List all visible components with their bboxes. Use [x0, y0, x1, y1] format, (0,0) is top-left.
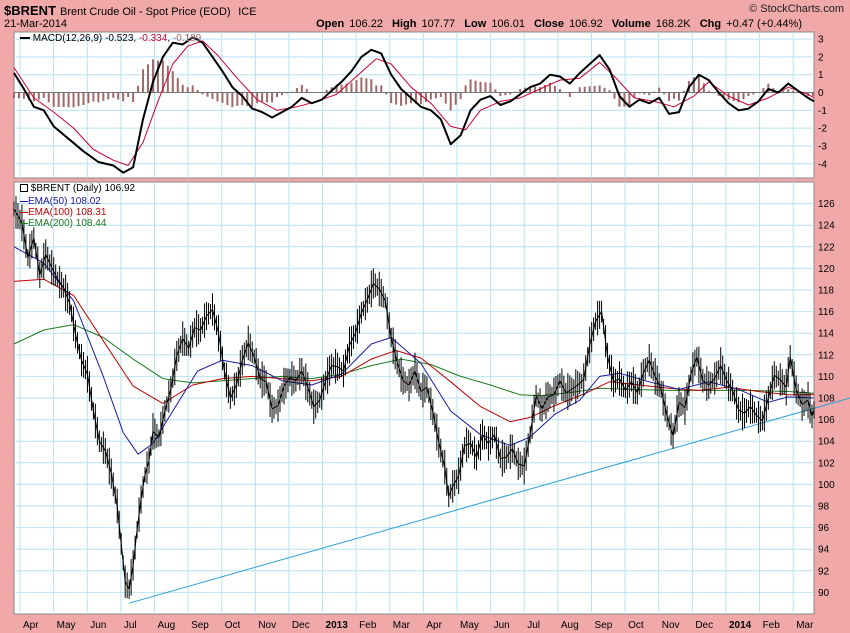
ema100-legend: EMA(100) 108.31: [20, 207, 106, 218]
macd-y-tick-label: 2: [818, 52, 824, 63]
ema200-swatch: [20, 222, 28, 224]
price-y-tick-label: 102: [818, 458, 835, 469]
price-y-tick-label: 90: [818, 588, 830, 599]
price-y-tick-label: 124: [818, 221, 835, 232]
ema50-swatch: [20, 200, 28, 202]
close-label: Close: [534, 18, 564, 30]
price-y-tick-label: 122: [818, 242, 835, 253]
price-y-tick-label: 98: [818, 502, 830, 513]
trendline: [128, 397, 850, 604]
macd-signal-value: -0.334: [138, 33, 168, 44]
x-tick-label: Jun: [494, 620, 510, 631]
price-legend: $BRENT (Daily) 106.92: [20, 183, 135, 194]
x-tick-label: Mar: [796, 620, 814, 631]
x-tick-label: Nov: [258, 620, 276, 631]
chart-title: $BRENT Brent Crude Oil - Spot Price (EOD)…: [4, 3, 257, 18]
macd-y-tick-label: 3: [818, 35, 824, 46]
macd-value: -0.523: [105, 33, 134, 44]
credit: © StockCharts.com: [749, 3, 844, 15]
x-tick-label: Dec: [695, 620, 713, 631]
x-tick-label: Jul: [527, 620, 540, 631]
high-label: High: [392, 18, 417, 30]
chg-label: Chg: [699, 18, 722, 30]
x-tick-label: May: [57, 620, 76, 631]
macd-y-tick-label: -1: [818, 106, 827, 117]
open-value: 106.22: [349, 18, 383, 30]
macd-y-tick-label: -3: [818, 141, 827, 152]
price-line: [13, 208, 815, 590]
price-y-tick-label: 118: [818, 286, 834, 297]
x-tick-label: Feb: [763, 620, 781, 631]
ema100-label: EMA(100) 108.31: [28, 207, 107, 218]
chg-value: +0.47 (+0.44%): [726, 18, 802, 30]
x-tick-label: Mar: [393, 620, 411, 631]
macd-y-tick-label: 1: [818, 70, 824, 81]
x-tick-label: Apr: [426, 620, 442, 631]
price-y-tick-label: 110: [818, 372, 834, 383]
x-tick-label: Oct: [225, 620, 241, 631]
x-tick-label: Aug: [561, 620, 579, 631]
price-y-tick-label: 114: [818, 329, 834, 340]
macd-y-tick-label: -4: [818, 159, 827, 170]
macd-signal-line: [13, 40, 815, 166]
ema200-label: EMA(200) 108.44: [28, 218, 107, 229]
price-y-tick-label: 108: [818, 394, 835, 405]
low-label: Low: [464, 18, 487, 30]
x-tick-label: Sep: [191, 620, 209, 631]
macd-label: MACD(12,26,9): [32, 33, 103, 44]
ema50-label: EMA(50) 108.02: [28, 196, 101, 207]
exchange: ICE: [238, 6, 257, 18]
price-y-tick-label: 116: [818, 307, 834, 318]
x-tick-label: 2014: [729, 620, 752, 631]
x-tick-label: Aug: [157, 620, 175, 631]
price-y-tick-label: 106: [818, 415, 835, 426]
low-value: 106.01: [491, 18, 525, 30]
macd-swatch: [20, 37, 30, 40]
price-y-tick-label: 104: [818, 437, 835, 448]
ema50-legend: EMA(50) 108.02: [20, 196, 101, 207]
chart-date: 21-Mar-2014: [4, 18, 67, 30]
price-y-tick-label: 96: [818, 523, 830, 534]
price-y-tick-label: 100: [818, 480, 835, 491]
high-value: 107.77: [421, 18, 456, 30]
price-y-tick-label: 92: [818, 566, 830, 577]
symbol: $BRENT: [4, 3, 57, 18]
ohlc-readout: Open 106.22 High 107.77 Low 106.01 Close…: [316, 18, 802, 30]
close-value: 106.92: [569, 18, 603, 30]
volume-value: 168.2K: [655, 18, 691, 30]
price-y-tick-label: 94: [818, 545, 830, 556]
price-y-tick-label: 120: [818, 264, 835, 275]
macd-y-tick-label: 0: [818, 88, 824, 99]
price-y-tick-label: 126: [818, 199, 835, 210]
x-tick-label: Jun: [90, 620, 106, 631]
volume-label: Volume: [611, 18, 651, 30]
ema50-line: [13, 246, 815, 455]
macd-y-tick-label: -2: [818, 124, 827, 135]
open-label: Open: [316, 18, 345, 30]
x-tick-label: Dec: [292, 620, 310, 631]
ema200-legend: EMA(200) 108.44: [20, 218, 106, 229]
price-label: $BRENT (Daily) 106.92: [30, 183, 136, 194]
x-tick-label: Apr: [23, 620, 39, 631]
price-swatch: [20, 184, 28, 193]
symbol-description: Brent Crude Oil - Spot Price (EOD): [60, 6, 231, 18]
x-tick-label: Feb: [359, 620, 377, 631]
macd-legend: MACD(12,26,9) -0.523, -0.334, -0.189: [20, 33, 201, 44]
price-y-tick-label: 112: [818, 350, 834, 361]
x-tick-label: 2013: [326, 620, 349, 631]
macd-line: [13, 36, 815, 174]
x-tick-label: May: [460, 620, 479, 631]
x-tick-label: Nov: [662, 620, 680, 631]
x-tick-label: Oct: [628, 620, 644, 631]
chart-header: $BRENT Brent Crude Oil - Spot Price (EOD)…: [0, 0, 850, 32]
x-tick-label: Sep: [594, 620, 612, 631]
ema100-swatch: [20, 211, 28, 213]
macd-hist-value: -0.189: [172, 33, 202, 44]
x-tick-label: Jul: [124, 620, 137, 631]
